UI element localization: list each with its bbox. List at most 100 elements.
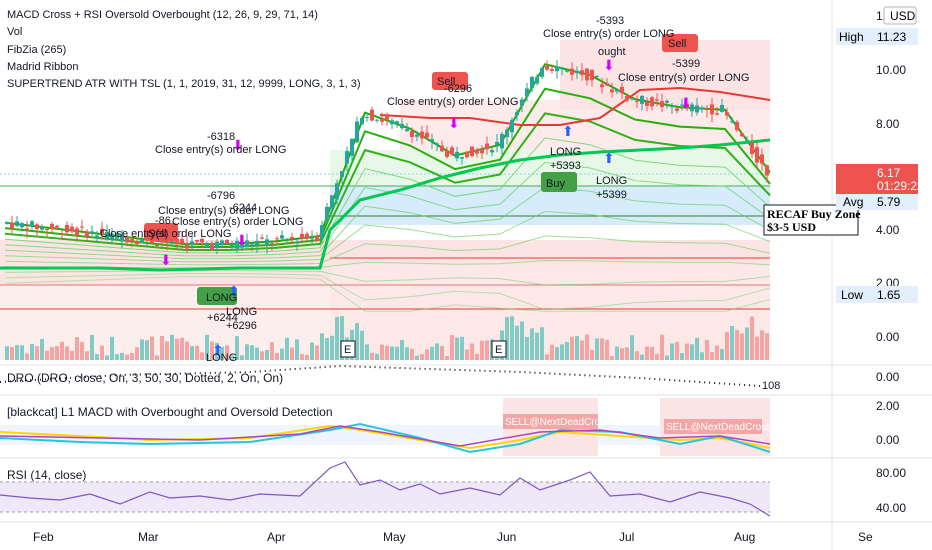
candle-body [470, 146, 474, 156]
candle-body [520, 99, 524, 106]
candle-body [375, 119, 379, 121]
candle-body [355, 121, 359, 143]
volume-bar [360, 330, 364, 360]
candle-body [580, 70, 584, 75]
candle-body [135, 241, 139, 245]
candle-body [285, 238, 289, 240]
supertrend-up-line [0, 138, 771, 272]
dro-last: 108 [762, 380, 780, 392]
overlay-title[interactable]: Vol [7, 26, 23, 38]
candle-body [590, 69, 594, 81]
volume-bar [560, 344, 564, 360]
candle-body [275, 238, 279, 240]
overlay-title[interactable]: MACD Cross + RSI Oversold Overbought (12… [7, 9, 318, 21]
candle-body [385, 115, 389, 120]
candle-body [230, 244, 234, 247]
svg-text:⬆: ⬆ [603, 150, 615, 166]
candle-body [15, 221, 19, 227]
candle-body [655, 99, 659, 101]
volume-bar [30, 343, 34, 360]
macd-sell-badge [664, 419, 762, 434]
currency-badge[interactable] [883, 6, 917, 25]
candle-body [120, 236, 124, 242]
volume-bar [765, 333, 769, 360]
volume-bar [340, 316, 344, 360]
candle-body [115, 232, 119, 239]
candle-body [80, 226, 84, 228]
time-axis[interactable]: Feb Mar Apr May Jun Jul Aug Se [33, 530, 873, 544]
rsi-title[interactable]: RSI (14, close) [7, 468, 87, 482]
last-price: 6.17 [877, 166, 901, 180]
time-tick: Mar [138, 530, 159, 544]
signal-value: +5399 [596, 189, 627, 201]
signal-close-long: Close entry(s) order LONG [387, 96, 518, 108]
volume-bar [520, 321, 524, 360]
horizontal-levels [0, 173, 770, 310]
volume-bar [220, 346, 224, 360]
volume-bar [415, 355, 419, 360]
candle-body [425, 132, 429, 138]
volume-bar [380, 344, 384, 360]
volume-bar [95, 354, 99, 360]
candle-body [345, 151, 349, 164]
candle-body [5, 222, 9, 224]
candle-body [290, 237, 294, 239]
candle-body [360, 117, 364, 125]
signal-value: +6244 [207, 312, 238, 324]
volume-bar [660, 334, 664, 360]
overlay-title[interactable]: Madrid Ribbon [7, 61, 79, 73]
volume-bar [535, 332, 539, 360]
macd-tick: 0.00 [876, 433, 900, 447]
volume-bar [315, 345, 319, 360]
overlay-title[interactable]: SUPERTREND ATR WITH TSL (1, 1, 2019, 31,… [7, 78, 361, 90]
volume-bar [735, 329, 739, 360]
volume-bar [455, 337, 459, 360]
candle-body [280, 235, 284, 239]
candle-body [105, 231, 109, 239]
volume-bar [545, 354, 549, 360]
volume-bar [570, 336, 574, 360]
ribbon-line [4, 210, 771, 263]
candle-body [365, 116, 369, 118]
volume-bar [165, 341, 169, 360]
candle-body [330, 195, 334, 209]
dro-title[interactable]: DRO (DRO, close, On, 3, 50, 30, Dotted, … [7, 371, 284, 385]
candle-body [195, 239, 199, 242]
candle-body [140, 239, 144, 243]
macd-title[interactable]: [blackcat] L1 MACD with Overbought and O… [7, 405, 333, 419]
volume-bar [90, 334, 94, 360]
signal-value: -6318 [207, 131, 235, 143]
signal-value: -5399 [672, 58, 700, 70]
candle-body [405, 129, 409, 132]
volume-bar [15, 345, 19, 360]
volume-bar [600, 338, 604, 360]
candle-body [460, 157, 464, 159]
candle-body [760, 154, 764, 164]
candle-body [555, 66, 559, 72]
volume-bar [470, 343, 474, 360]
candle-body [690, 104, 694, 112]
candle-body [305, 233, 309, 239]
volume-bar [280, 348, 284, 360]
signal-close-long: Close entry(s) order LONG [172, 216, 303, 228]
overlay-title[interactable]: FibZia (265) [7, 44, 67, 56]
candle-body [25, 228, 29, 231]
candle-body [535, 77, 539, 84]
svg-text:⬆: ⬆ [228, 283, 240, 299]
volume-bar [695, 337, 699, 360]
volume-bar [675, 341, 679, 360]
candle-body [90, 231, 94, 234]
candle-body [730, 120, 734, 122]
long-label: LONG [206, 352, 237, 364]
volume-bar [145, 340, 149, 360]
volume-bar [55, 346, 59, 360]
candle-body [390, 120, 394, 125]
candle-body [525, 88, 529, 97]
candle-body [550, 69, 554, 72]
ribbon-line [4, 186, 771, 260]
signal-value: -6796 [207, 190, 235, 202]
candle-body [255, 240, 259, 246]
candle-body [530, 76, 534, 89]
candle-body [175, 238, 179, 245]
candle-body [490, 149, 494, 153]
